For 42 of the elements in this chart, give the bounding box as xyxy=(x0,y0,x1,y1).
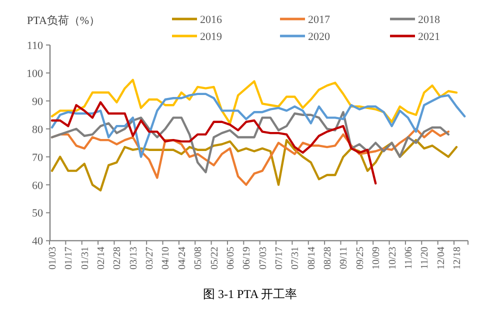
x-tick-label: 11/06 xyxy=(403,246,414,270)
x-tick-label: 12/04 xyxy=(436,246,447,270)
x-tick-label: 09/11 xyxy=(338,246,350,270)
y-tick-label: 110 xyxy=(26,40,44,52)
y-axis-title: PTA负荷（%） xyxy=(27,14,100,27)
y-tick-label: 100 xyxy=(26,68,44,80)
x-tick-label: 05/08 xyxy=(193,246,204,270)
x-tick-label: 12/18 xyxy=(452,246,463,270)
x-tick-label: 05/22 xyxy=(209,246,220,270)
x-tick-label: 03/13 xyxy=(128,246,140,270)
x-tick-label: 07/03 xyxy=(258,246,269,270)
y-tick-label: 70 xyxy=(32,152,44,164)
legend-label: 2019 xyxy=(200,31,222,43)
x-tick-label: 03/27 xyxy=(144,246,156,270)
x-tick-label: 11/20 xyxy=(420,246,431,270)
x-tick-label: 01/17 xyxy=(64,246,75,270)
legend-label: 2017 xyxy=(308,14,330,26)
x-tick-label: 02/28 xyxy=(112,246,124,270)
legend-label: 2018 xyxy=(418,14,440,26)
x-tick-label: 07/17 xyxy=(274,246,286,270)
x-tick-label: 06/19 xyxy=(242,246,253,270)
x-tick-label: 02/14 xyxy=(96,246,108,270)
y-tick-label: 60 xyxy=(32,180,44,192)
x-tick-label: 07/31 xyxy=(290,246,302,270)
legend-label: 2020 xyxy=(308,31,330,43)
text: 图 3-1 PTA 开工率 xyxy=(202,287,298,301)
x-tick-label: 01/31 xyxy=(80,246,91,270)
x-tick-label: 10/23 xyxy=(387,246,398,270)
y-tick-label: 40 xyxy=(32,236,44,248)
y-tick-label: 80 xyxy=(32,124,44,136)
y-tick-label: 90 xyxy=(32,96,44,108)
x-tick-label: 09/25 xyxy=(354,246,366,270)
x-tick-label: 01/03 xyxy=(48,246,58,270)
y-tick-label: 50 xyxy=(32,208,44,220)
x-tick-label: 06/05 xyxy=(225,246,236,270)
x-tick-label: 08/14 xyxy=(306,246,318,270)
x-tick-label: 08/28 xyxy=(322,246,334,270)
x-tick-label: 04/24 xyxy=(176,246,188,270)
legend-label: 2016 xyxy=(200,14,222,26)
legend-label: 2021 xyxy=(418,31,440,43)
x-tick-label: 04/10 xyxy=(160,246,172,270)
x-tick-label: 10/09 xyxy=(371,246,382,270)
